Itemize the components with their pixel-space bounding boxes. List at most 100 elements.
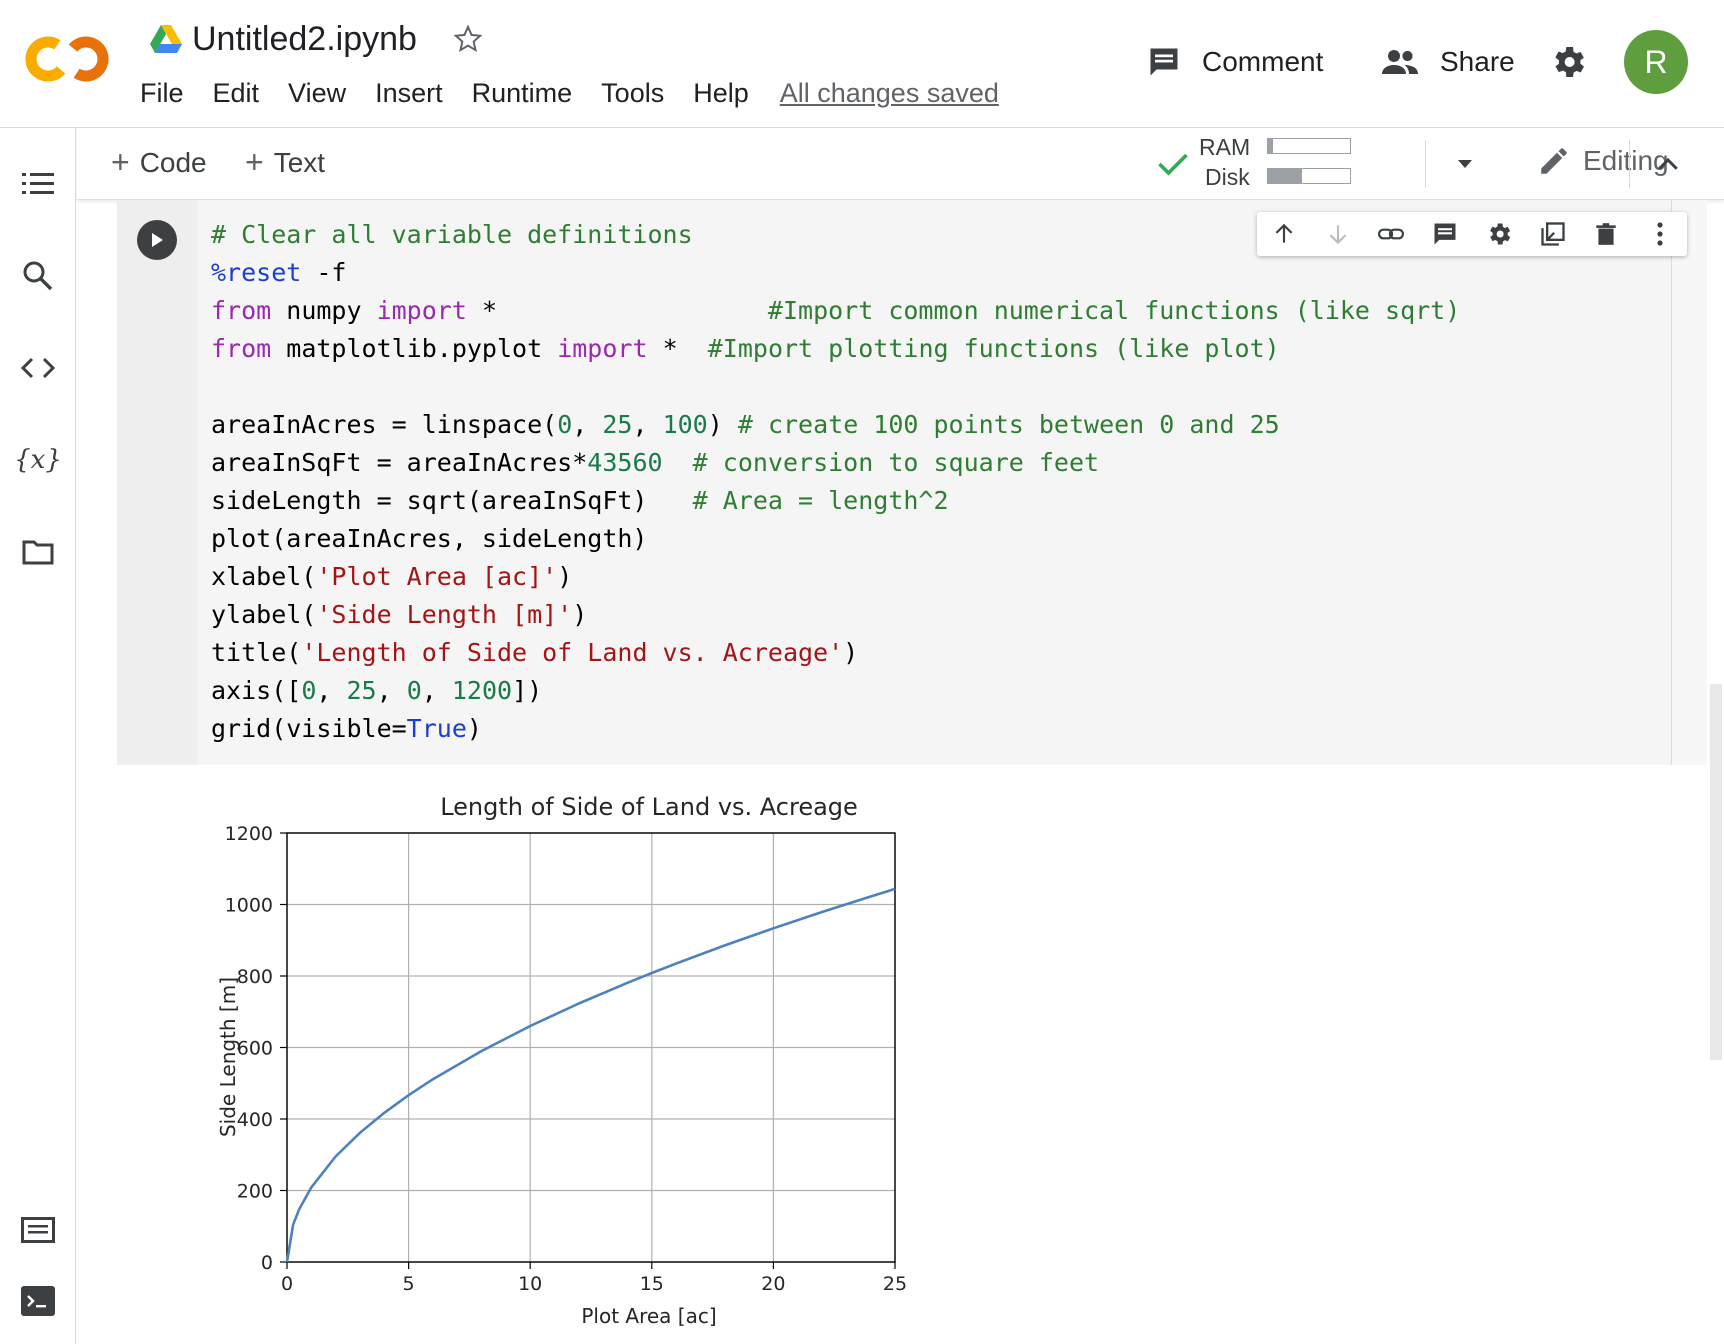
code-line[interactable]: sideLength = sqrt(areaInSqFt) # Area = l…	[211, 482, 1460, 520]
code-token: ylabel(	[211, 600, 317, 629]
code-line[interactable]: areaInSqFt = areaInAcres*43560 # convers…	[211, 444, 1460, 482]
line-chart: 0 5 10 15 20 25 0 200 400 600 800 1000 1200 Length o…	[117, 765, 1017, 1344]
mirror-cell-icon[interactable]	[1526, 212, 1580, 256]
link-icon[interactable]	[1365, 212, 1419, 256]
more-icon[interactable]	[1633, 212, 1687, 256]
menu-tools[interactable]: Tools	[601, 78, 665, 108]
code-text[interactable]: # Clear all variable definitions %reset -…	[211, 216, 1460, 748]
save-status-link[interactable]: All changes saved	[779, 78, 999, 108]
code-token: title(	[211, 638, 302, 667]
code-token: )	[572, 600, 588, 629]
code-token: 'Plot Area [ac]'	[316, 562, 558, 591]
code-editor[interactable]	[197, 200, 1672, 765]
x-tick-label: 25	[883, 1273, 907, 1295]
code-line[interactable]: areaInAcres = linspace(0, 25, 100) # cre…	[211, 406, 1460, 444]
code-snippets-icon[interactable]	[20, 350, 56, 386]
x-tick-label: 20	[761, 1273, 785, 1295]
cell-gutter	[117, 200, 197, 765]
menu-help[interactable]: Help	[693, 78, 749, 108]
code-token: ,	[376, 676, 407, 705]
code-token: 0	[557, 410, 573, 439]
toolbar-divider	[1629, 140, 1630, 188]
menu-runtime[interactable]: Runtime	[471, 78, 573, 108]
cell-toolbar	[1257, 212, 1687, 256]
colab-logo[interactable]	[24, 30, 114, 88]
add-text-cell-button[interactable]: + Text	[245, 144, 325, 181]
terminal-icon[interactable]	[20, 1283, 56, 1319]
search-icon[interactable]	[20, 258, 56, 294]
code-token: 25	[346, 676, 377, 705]
code-cell[interactable]: # Clear all variable definitions %reset -…	[117, 200, 1707, 765]
move-down-icon[interactable]	[1311, 212, 1365, 256]
connected-check-icon	[1158, 153, 1188, 176]
editing-mode-button[interactable]: Editing	[1537, 144, 1669, 178]
code-line[interactable]: ylabel('Side Length [m]')	[211, 596, 1460, 634]
run-cell-button[interactable]	[137, 220, 177, 260]
code-token: 100	[662, 410, 708, 439]
account-avatar[interactable]: R	[1624, 30, 1688, 94]
google-drive-icon[interactable]	[150, 25, 182, 53]
share-label: Share	[1440, 46, 1515, 77]
y-tick-label: 1000	[225, 895, 273, 917]
files-icon[interactable]	[20, 534, 56, 570]
x-tick-label: 15	[640, 1273, 664, 1295]
menu-view[interactable]: View	[288, 78, 347, 108]
code-line[interactable]: # Clear all variable definitions	[211, 216, 1460, 254]
plot-frame	[286, 832, 896, 1263]
notebook-toolbar: + Code + Text RAM Disk Editing	[77, 128, 1724, 200]
code-token: import	[376, 296, 467, 325]
code-token: 25	[602, 410, 633, 439]
code-token: 0	[406, 676, 422, 705]
move-up-icon[interactable]	[1257, 212, 1311, 256]
menu-file[interactable]: File	[140, 78, 184, 108]
add-code-label: Code	[139, 146, 207, 178]
code-line[interactable]: from numpy import * #Import common numer…	[211, 292, 1460, 330]
code-token: 'Side Length [m]'	[316, 600, 573, 629]
notebook-title[interactable]: Untitled2.ipynb	[192, 19, 417, 58]
x-tick-label: 5	[403, 1273, 415, 1295]
code-line[interactable]: axis([0, 25, 0, 1200])	[211, 672, 1460, 710]
code-token: from	[211, 334, 272, 363]
star-icon[interactable]	[451, 22, 485, 56]
code-line[interactable]: xlabel('Plot Area [ac]')	[211, 558, 1460, 596]
comment-icon[interactable]	[1418, 212, 1472, 256]
code-line[interactable]: title('Length of Side of Land vs. Acreag…	[211, 634, 1460, 672]
code-token: ,	[572, 410, 603, 439]
code-token: axis([	[211, 676, 302, 705]
code-line[interactable]	[211, 368, 1460, 406]
chevron-up-icon[interactable]	[1653, 150, 1683, 180]
code-token: )	[707, 410, 738, 439]
code-token: %reset	[211, 258, 302, 287]
code-token: #Import plotting functions (like plot)	[707, 334, 1280, 363]
menu-edit[interactable]: Edit	[212, 78, 260, 108]
share-button[interactable]: Share	[1380, 34, 1515, 90]
code-line[interactable]: plot(areaInAcres, sideLength)	[211, 520, 1460, 558]
people-icon	[1382, 50, 1418, 74]
code-line[interactable]: %reset -f	[211, 254, 1460, 292]
disk-usage-fill	[1268, 169, 1303, 183]
code-line[interactable]: grid(visible=True)	[211, 710, 1460, 748]
code-token: # Clear all variable definitions	[211, 220, 693, 249]
ram-usage-fill	[1268, 139, 1273, 153]
delete-icon[interactable]	[1580, 212, 1634, 256]
code-token: grid(visible=	[211, 714, 407, 743]
command-palette-icon[interactable]	[20, 1212, 56, 1248]
code-token: -f	[301, 258, 347, 287]
comment-button[interactable]: Comment	[1146, 34, 1323, 90]
caret-down-icon[interactable]	[1455, 154, 1475, 174]
y-tick-label: 0	[261, 1252, 273, 1274]
code-token: 'Length of Side of Land vs. Acreage'	[301, 638, 844, 667]
variables-icon[interactable]: {x}	[14, 442, 62, 478]
code-token: # create 100 points between 0 and 25	[737, 410, 1280, 439]
menu-insert[interactable]: Insert	[375, 78, 443, 108]
code-token: # conversion to square feet	[692, 448, 1100, 477]
settings-icon[interactable]	[1472, 212, 1526, 256]
code-token: )	[466, 714, 482, 743]
add-code-cell-button[interactable]: + Code	[111, 144, 207, 181]
code-token: True	[406, 714, 467, 743]
settings-gear-icon[interactable]	[1548, 42, 1588, 82]
table-of-contents-icon[interactable]	[20, 166, 56, 202]
code-line[interactable]: from matplotlib.pyplot import * #Import …	[211, 330, 1460, 368]
toolbar-divider	[1425, 140, 1426, 188]
scrollbar-thumb[interactable]	[1710, 684, 1722, 1060]
